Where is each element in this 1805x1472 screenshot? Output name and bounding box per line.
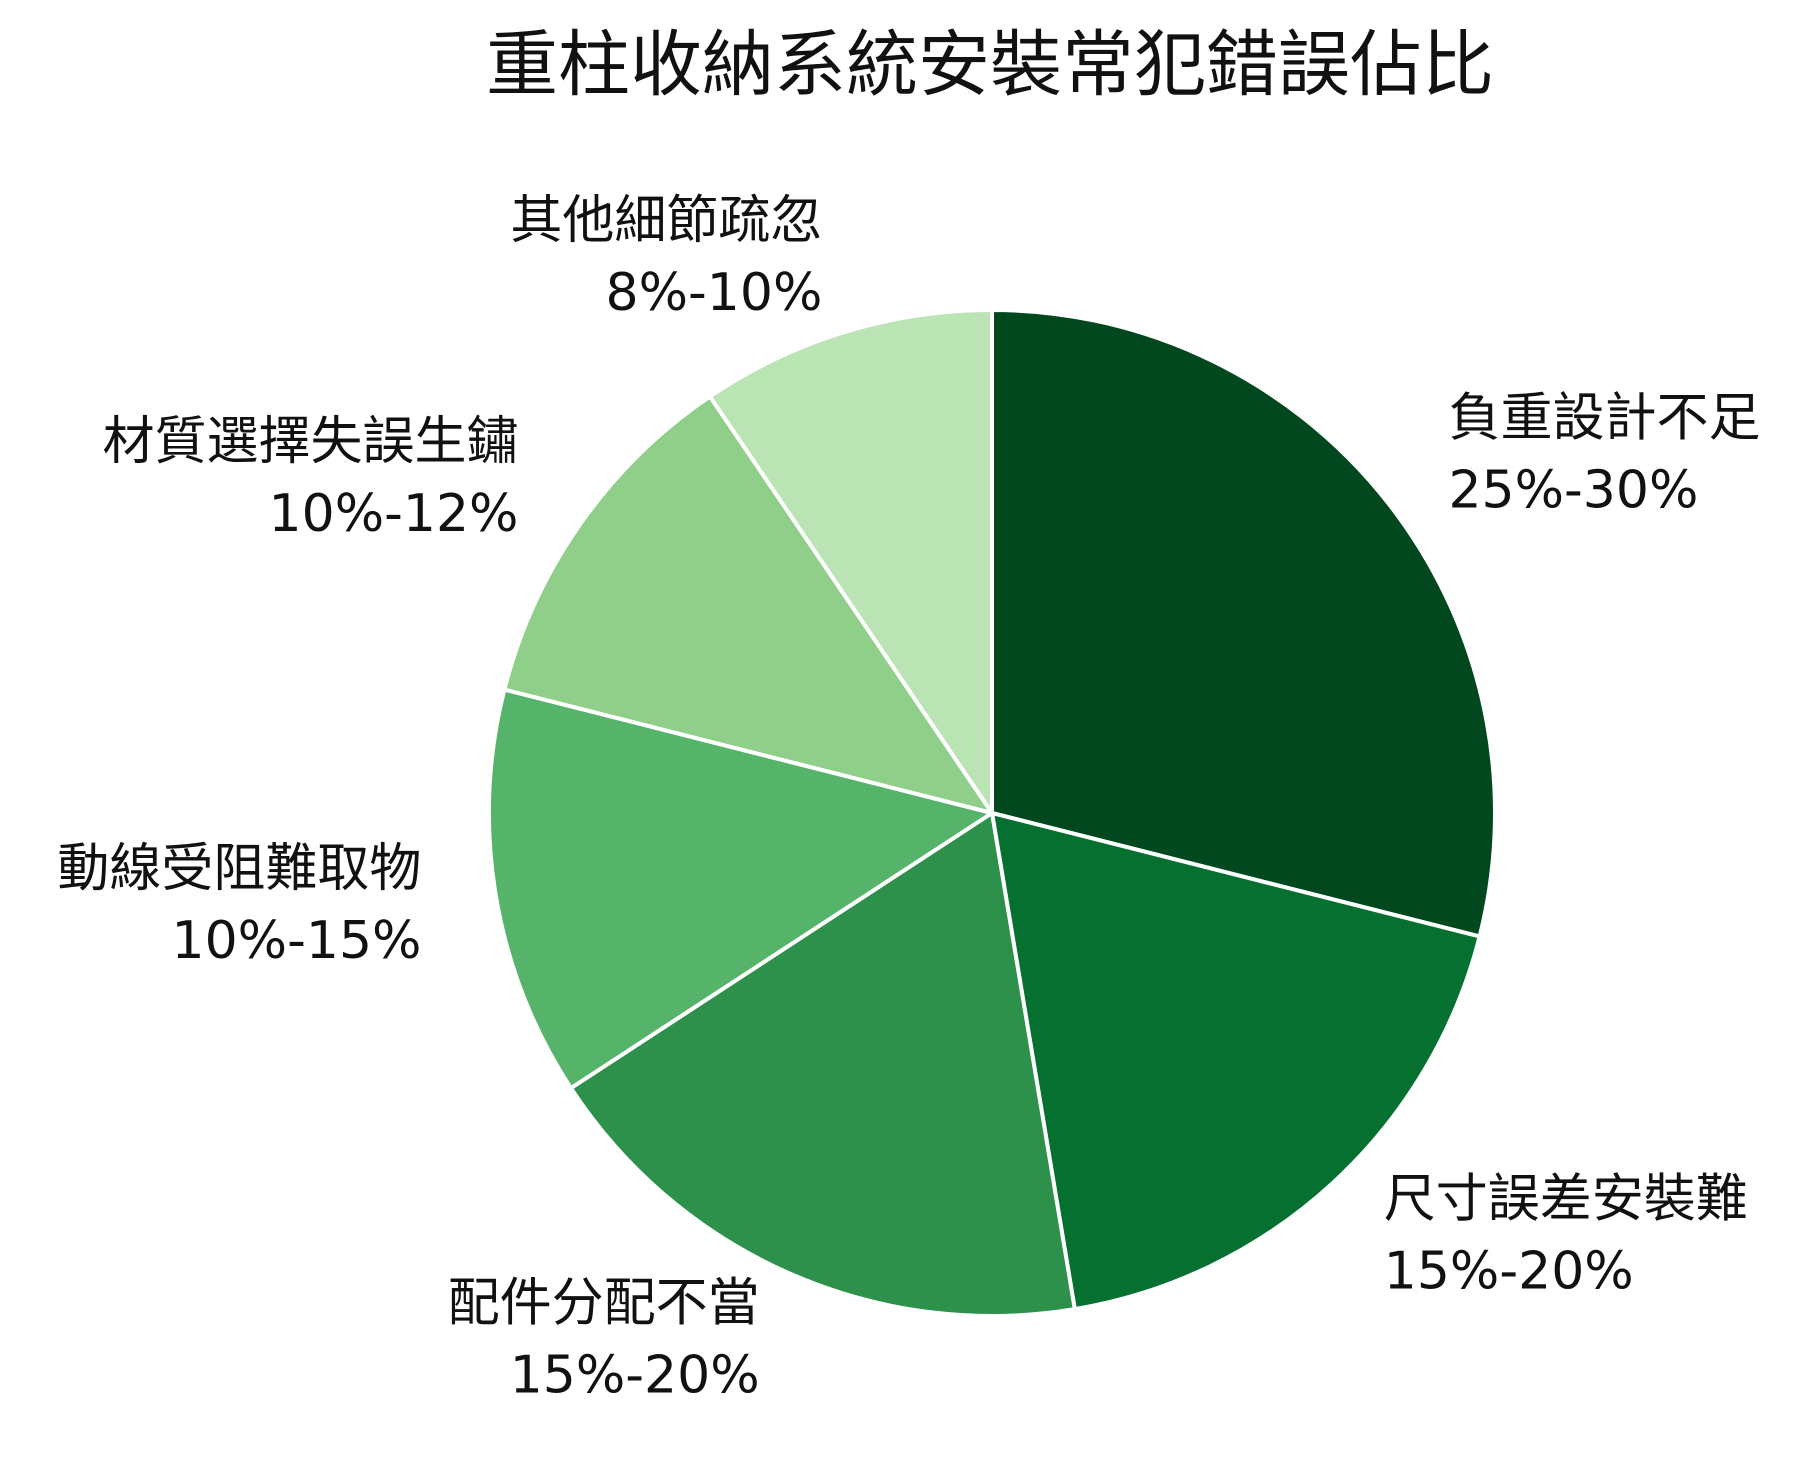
pie-slice xyxy=(502,394,994,815)
slice-label: 配件分配不當 xyxy=(448,1274,760,1334)
slice-label: 尺寸誤差安裝難 xyxy=(1384,1170,1748,1230)
slice-value-label: 8%-10% xyxy=(606,263,823,323)
slice-value-label: 15%-20% xyxy=(1384,1242,1634,1302)
slice-value-label: 10%-12% xyxy=(269,484,519,544)
pie-slice xyxy=(990,811,1482,1312)
slice-label: 其他細節疏忽 xyxy=(510,191,822,251)
slice-value-label: 10%-15% xyxy=(172,911,422,971)
pie-slice xyxy=(990,308,1497,939)
slice-label: 材質選擇失誤生鏽 xyxy=(102,412,518,472)
chart-title: 重柱收納系統安裝常犯錯誤佔比 xyxy=(486,23,1494,107)
slice-value-label: 25%-30% xyxy=(1448,461,1698,521)
slice-label: 負重設計不足 xyxy=(1448,389,1760,449)
slice-value-label: 15%-20% xyxy=(510,1346,760,1406)
pie-slice xyxy=(487,687,994,1091)
pie-slice xyxy=(568,811,1077,1318)
pie-slice xyxy=(707,308,994,815)
slice-label: 動線受阻難取物 xyxy=(57,839,421,899)
